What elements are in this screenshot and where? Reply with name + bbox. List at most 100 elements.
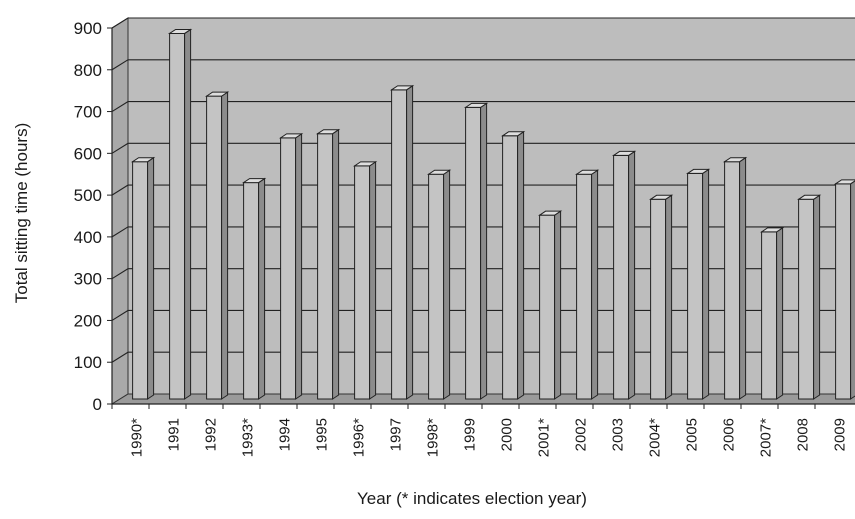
bar-front [169, 32, 186, 400]
bar-front [761, 231, 778, 400]
bar [796, 194, 822, 400]
y-tick-label: 500 [74, 186, 102, 205]
side-wall [111, 17, 129, 405]
y-axis-title: Total sitting time (hours) [12, 123, 31, 303]
bar-side [184, 28, 192, 400]
y-axis-ticks: 0 100 200 300 400 500 600 700 800 900 [74, 19, 112, 414]
bar-side [480, 102, 488, 400]
bar [204, 91, 230, 400]
bar-top [204, 91, 230, 97]
bar-side [258, 177, 266, 400]
bar-front [613, 154, 630, 400]
bar [352, 160, 378, 400]
bar-front [724, 161, 741, 400]
bar-top [500, 131, 526, 137]
bar-top [130, 157, 156, 163]
bar-top [463, 102, 489, 108]
bar [685, 168, 711, 400]
x-tick-label: 1995 [314, 418, 331, 451]
bar-front [428, 173, 445, 400]
bar-front [650, 198, 667, 400]
bar-top [315, 129, 341, 135]
bar-front [280, 137, 297, 400]
bar [537, 210, 563, 400]
x-tick-label: 2002 [573, 418, 590, 451]
bar [833, 179, 855, 400]
bar-side [850, 180, 855, 400]
bar [389, 84, 415, 400]
bars [130, 28, 855, 400]
bar [278, 132, 304, 400]
bar [500, 130, 526, 400]
x-tick-label: 1998* [425, 418, 442, 457]
gridline [111, 59, 855, 71]
bar [426, 169, 452, 400]
bar-front [835, 183, 852, 400]
x-tick-label: 1990* [129, 418, 146, 457]
bar-front [798, 198, 815, 400]
bar-side [517, 130, 525, 400]
bar-top [389, 85, 415, 91]
bar-side [813, 194, 821, 400]
x-tick-label: 2005 [684, 418, 701, 451]
bar-side [443, 169, 451, 400]
gridline [111, 17, 855, 29]
bar-side [221, 91, 229, 400]
bar-side [369, 160, 377, 400]
x-tick-label: 1992 [203, 418, 220, 451]
y-tick-label: 300 [74, 270, 102, 289]
bar-side [739, 156, 747, 400]
bar [241, 177, 267, 400]
bar-front [354, 165, 371, 400]
y-tick-label: 600 [74, 144, 102, 163]
bar-front [132, 161, 149, 400]
bar-front [539, 214, 556, 400]
bar-side [295, 132, 303, 400]
bar-top [426, 169, 452, 175]
bar-side [776, 226, 784, 400]
bar [648, 194, 674, 400]
x-tick-label: 1996* [351, 418, 368, 457]
gridline [111, 101, 855, 113]
bar-top [167, 28, 193, 34]
bar-front [391, 89, 408, 400]
bar-side [665, 194, 673, 400]
bar-side [702, 168, 710, 400]
y-tick-label: 700 [74, 103, 102, 122]
bar-front [687, 172, 704, 400]
x-tick-label: 2007* [758, 418, 775, 457]
bar [130, 156, 156, 400]
x-tick-label: 1993* [240, 418, 257, 457]
bar [574, 169, 600, 400]
x-tick-label: 2004* [647, 418, 664, 457]
bar-front [206, 95, 223, 400]
y-tick-label: 100 [74, 353, 102, 372]
bar-top [722, 157, 748, 163]
bar [759, 226, 785, 400]
bar [722, 156, 748, 400]
bar [611, 150, 637, 400]
bar-top [574, 169, 600, 175]
x-tick-label: 2000 [499, 418, 516, 451]
gridline [111, 142, 855, 154]
bar [167, 28, 193, 400]
bar-top [759, 227, 785, 233]
bar [463, 102, 489, 400]
bar-top [611, 150, 637, 156]
x-tick-label: 1999 [462, 418, 479, 451]
bar-top [352, 161, 378, 167]
x-tick-label: 2009 [832, 418, 849, 451]
bar-front [576, 173, 593, 400]
x-tick-label: 2001* [536, 418, 553, 457]
bar-top [685, 168, 711, 174]
y-tick-label: 0 [93, 395, 102, 414]
x-tick-label: 1991 [166, 418, 183, 451]
y-tick-label: 900 [74, 19, 102, 38]
bar-side [406, 84, 414, 400]
bar-top [241, 178, 267, 184]
x-axis-title: Year (* indicates election year) [357, 489, 587, 508]
bar-side [628, 150, 636, 400]
bar-side [147, 156, 155, 400]
x-tick-label: 1994 [277, 418, 294, 451]
